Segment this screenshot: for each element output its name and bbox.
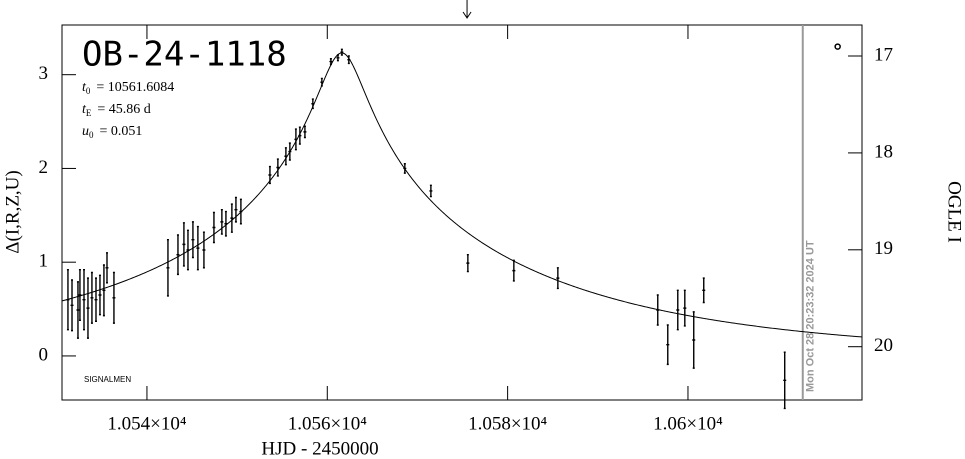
parameter-value: = 10561.6084 [96,80,174,95]
parameter-symbol: u [82,124,89,139]
x-tick-label: 1.06×10⁴ [653,413,723,434]
parameter-subscript: 0 [89,130,94,140]
y2-tick-label: 18 [874,141,893,162]
data-point [220,208,224,235]
data-point [239,198,243,225]
extra-point [834,43,841,50]
y-tick-label: 3 [39,63,49,84]
x-tick-label: 1.054×10⁴ [107,413,186,434]
parameter: tE = 45.86 d [82,102,151,118]
data-point [556,267,560,290]
data-point [683,289,687,327]
credit: SIGNALMEN [84,375,131,384]
data-point [102,264,106,317]
x-tick-label: 1.056×10⁴ [288,413,367,434]
y2-tick-label: 19 [874,238,893,259]
data-point [191,221,195,259]
parameter: t0 = 10561.6084 [82,80,174,96]
data-point [230,203,234,233]
arrow [462,0,472,19]
data-point [284,147,288,166]
model-curve [61,52,863,338]
parameter-symbol: t [82,80,87,95]
data-point [76,281,80,339]
data-point [94,277,98,322]
data-point [656,294,660,326]
data-point [676,289,680,331]
data-point [176,234,180,276]
data-point [336,54,340,62]
y-tick-label: 0 [39,344,49,365]
data-point [234,196,238,223]
y-tick-label: 2 [39,157,49,178]
plot-frame [61,24,863,401]
data-point [294,128,298,151]
data-point [512,259,516,282]
data-point [105,252,109,284]
data-point [311,98,315,110]
data-point [347,55,351,65]
x-tick-label: 1.058×10⁴ [468,413,547,434]
data-point [692,311,696,369]
data-point [320,77,324,87]
parameter-value: = 0.051 [100,124,143,139]
data-point [224,210,228,237]
data-point [268,165,272,185]
y2-tick-label: 17 [874,44,893,65]
data-point [86,277,90,339]
data-point [186,229,190,271]
data-point [429,184,433,198]
data-point [288,142,292,161]
parameter-subscript: 0 [86,86,91,96]
data-point [702,277,706,304]
data-point [182,222,186,267]
y-axis-label: Δ(I,R,Z,U) [2,170,23,253]
data-point [466,253,470,273]
data-point [303,125,307,139]
y2-axis-label: OGLE I [944,181,965,243]
data-point [196,225,200,271]
data-point [329,58,333,66]
y2-tick-label: 20 [874,335,893,356]
data-point [340,48,344,56]
now-label: Mon Oct 28 20:23:32 2024 UT [805,240,817,392]
data-point [166,238,170,297]
data-point [78,268,82,322]
data-point [276,158,280,177]
parameter-symbol: t [82,102,87,117]
data-point [90,271,94,324]
parameter: u0 = 0.051 [82,124,142,140]
data-point [70,279,74,332]
data-point [298,126,302,145]
x-axis-label: HJD - 2450000 [261,438,378,459]
data-point [212,211,216,244]
data-point [783,351,787,410]
parameter-value: = 45.86 d [97,102,150,117]
data-point [202,231,206,269]
data-point [98,274,102,316]
y-tick-label: 1 [39,251,49,272]
parameter-subscript: E [86,108,92,118]
data-point [66,268,70,331]
chart-title: OB-24-1118 [82,35,287,75]
data-point [112,271,116,324]
data-point [403,163,407,174]
data-point [82,268,86,331]
data-point [666,324,670,366]
